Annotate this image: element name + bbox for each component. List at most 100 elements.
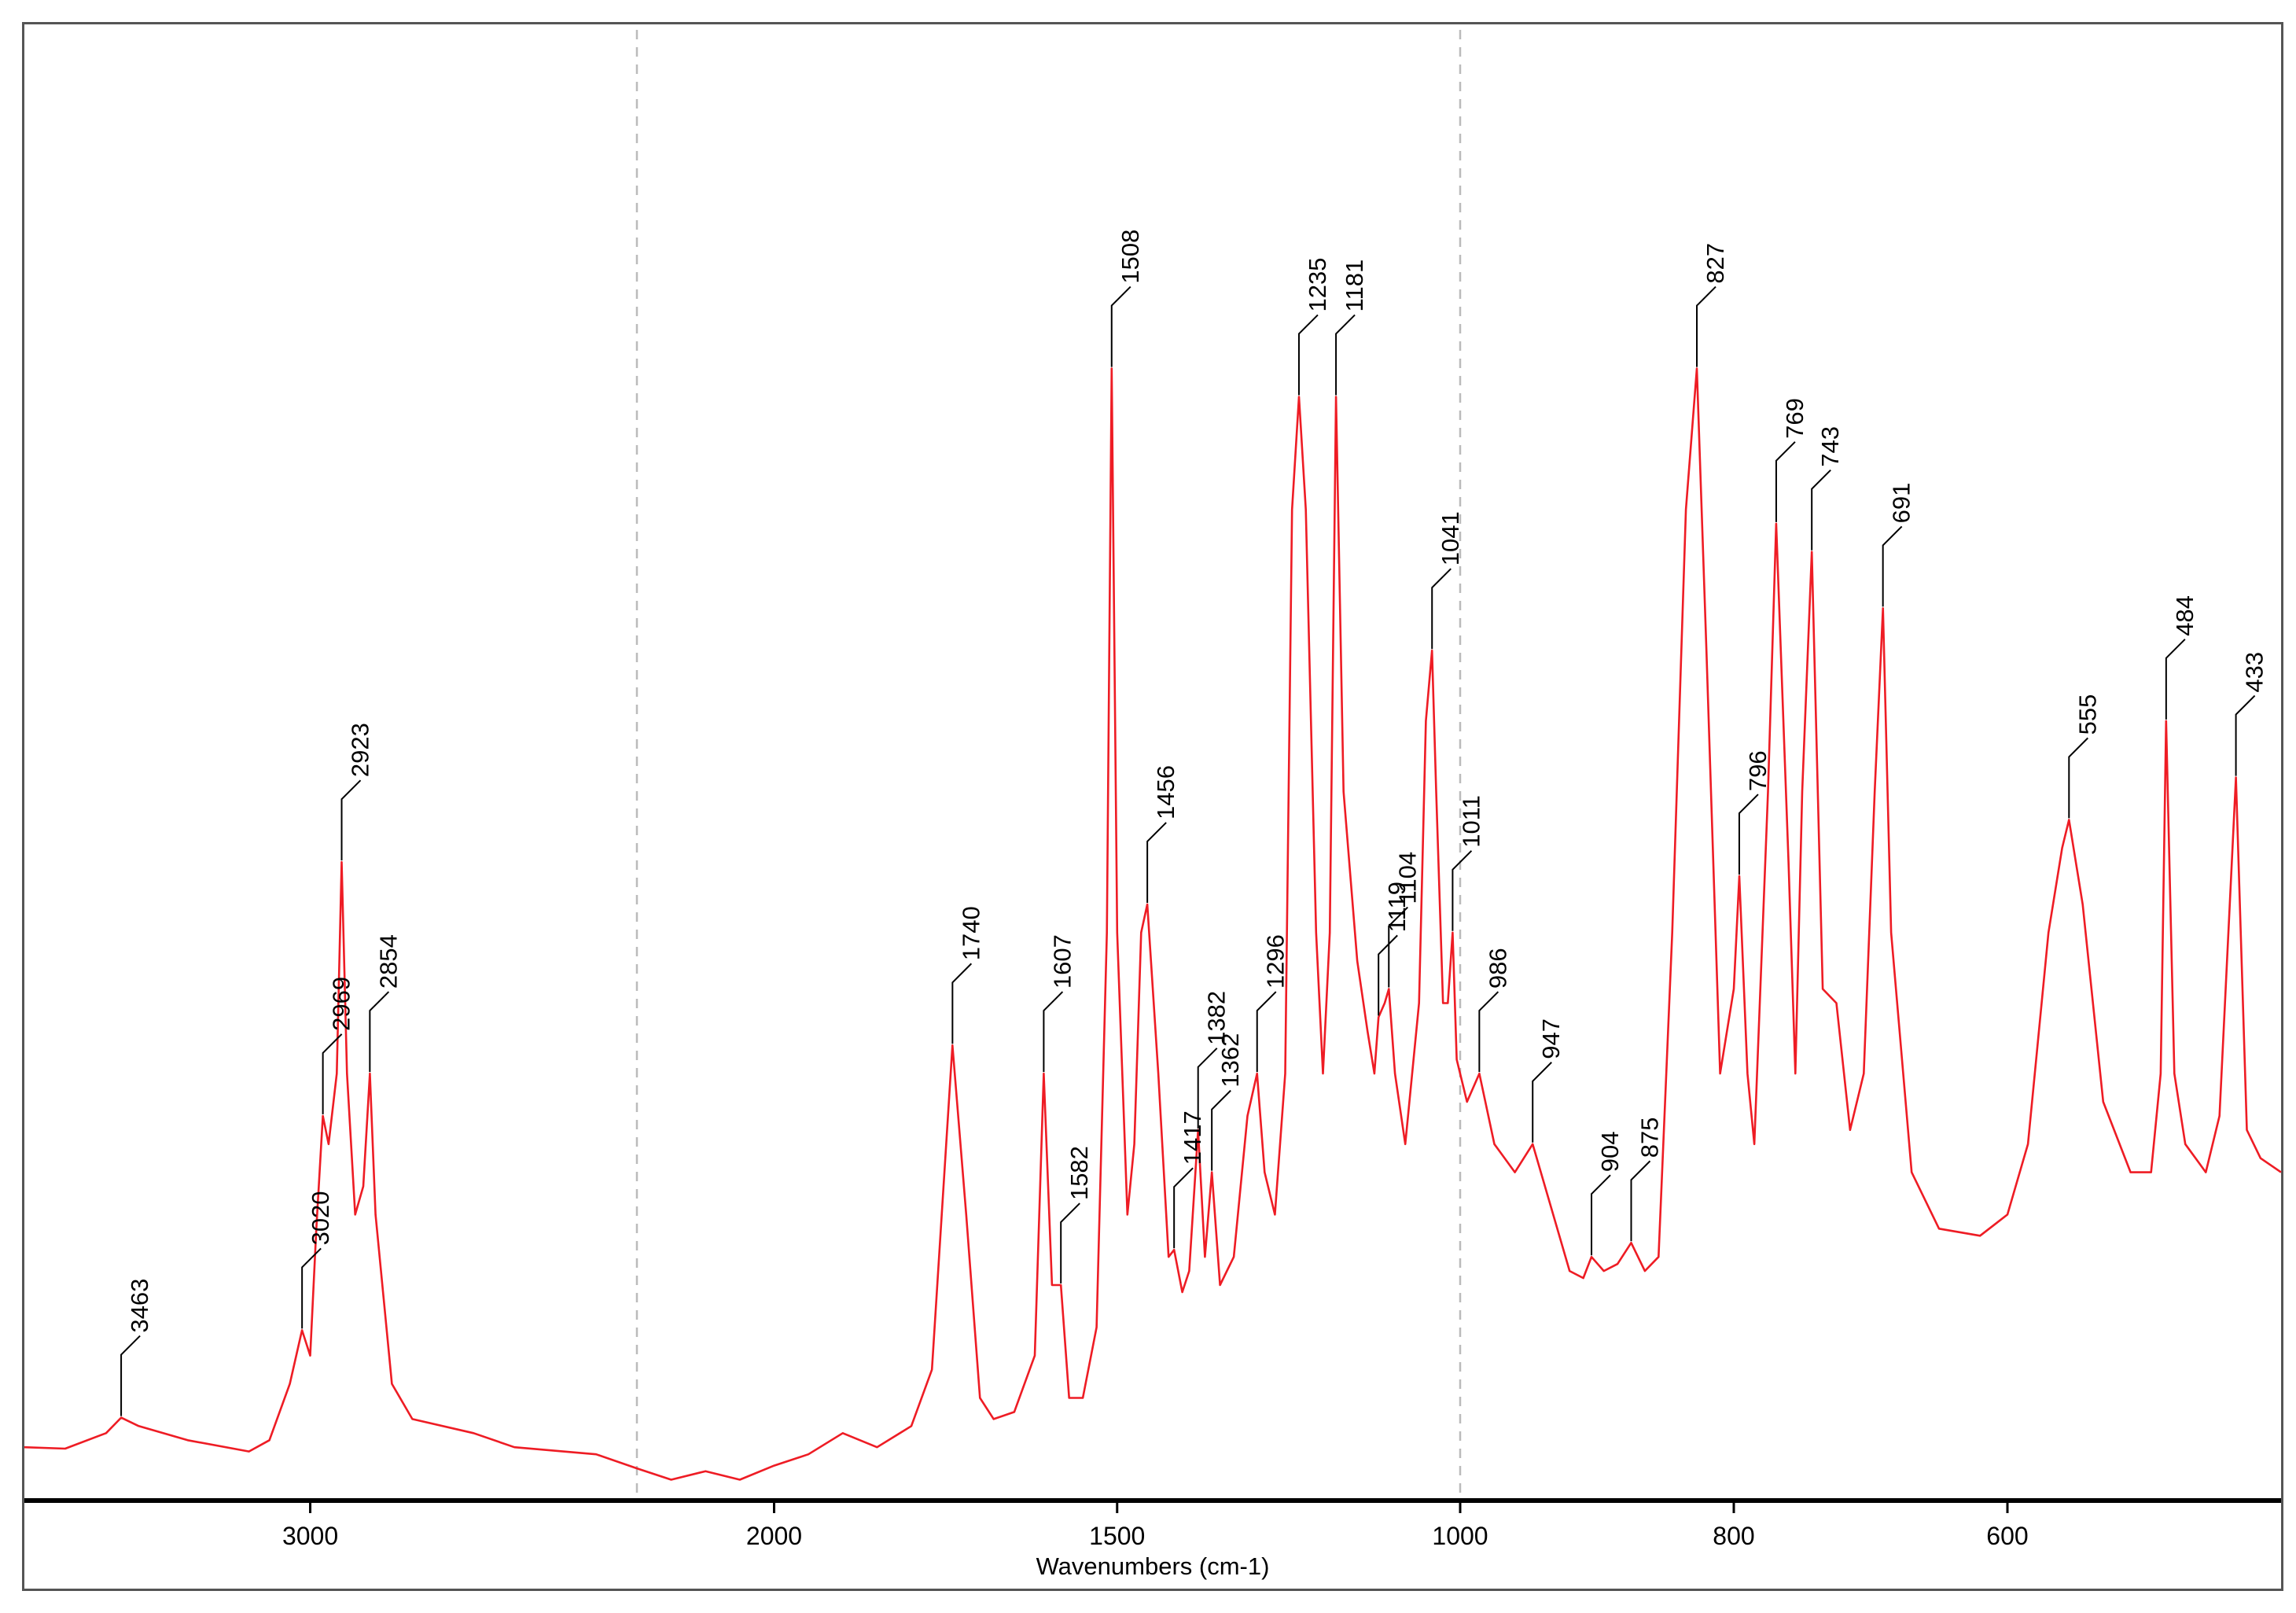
- peak-leader-line: [2165, 639, 2186, 720]
- peak-marker: 947: [1532, 1018, 1565, 1143]
- peak-marker: 796: [1738, 750, 1772, 875]
- peak-leader-line: [1173, 1167, 1194, 1249]
- plot-area: [24, 367, 2282, 1481]
- x-tick-label: 800: [1713, 1522, 1754, 1550]
- peak-label: 1011: [1457, 795, 1485, 848]
- peak-leader-line: [1591, 1174, 1611, 1256]
- peak-label: 1296: [1262, 934, 1290, 989]
- peak-marker: 1235: [1297, 257, 1331, 396]
- peak-leader-line: [1811, 469, 1831, 551]
- peak-leader-line: [1532, 1062, 1552, 1143]
- peak-label: 433: [2241, 652, 2268, 693]
- peak-leader-line: [1110, 285, 1131, 367]
- peak-annotations: 3463 3020 2969 2923 2854 1740 1607 1582 1508 1456…: [120, 230, 2268, 1416]
- peak-marker: 1362: [1211, 1033, 1244, 1171]
- peak-marker: 3463: [120, 1279, 153, 1416]
- peak-label: 1456: [1152, 765, 1179, 819]
- peak-leader-line: [340, 779, 362, 861]
- break-lines: [635, 30, 1462, 1497]
- peak-marker: 1417: [1173, 1110, 1206, 1249]
- peak-marker: 3020: [301, 1191, 334, 1329]
- peak-label: 3463: [126, 1279, 153, 1333]
- peak-label: 3020: [307, 1191, 334, 1245]
- peak-marker: 986: [1478, 948, 1511, 1073]
- peak-marker: 484: [2165, 595, 2198, 720]
- peak-marker: 433: [2235, 652, 2268, 776]
- peak-leader-line: [1060, 1202, 1080, 1284]
- peak-leader-line: [1452, 850, 1473, 931]
- peak-leader-line: [322, 1033, 343, 1114]
- x-axis-label: Wavenumbers (cm-1): [1036, 1552, 1270, 1580]
- peak-label: 796: [1744, 750, 1772, 791]
- peak-label: 904: [1596, 1131, 1624, 1172]
- peak-leader-line: [1696, 285, 1716, 367]
- peak-leader-line: [1256, 991, 1277, 1073]
- peak-marker: 691: [1882, 483, 1915, 607]
- peak-leader-line: [369, 991, 390, 1073]
- peak-marker: 769: [1775, 398, 1808, 522]
- peak-label: 1362: [1216, 1033, 1244, 1088]
- peak-marker: 1508: [1110, 230, 1144, 367]
- peak-leader-line: [1775, 441, 1796, 522]
- peak-label: 1607: [1048, 934, 1076, 989]
- peak-label: 1235: [1304, 257, 1331, 311]
- peak-marker: 1296: [1256, 934, 1290, 1073]
- peak-leader-line: [1197, 1048, 1218, 1129]
- peak-label: 743: [1816, 426, 1844, 467]
- peak-label: 947: [1537, 1018, 1565, 1059]
- peak-leader-line: [1297, 314, 1319, 396]
- peak-label: 1104: [1393, 852, 1421, 904]
- peak-leader-line: [1738, 794, 1759, 875]
- peak-marker: 1104: [1388, 852, 1421, 988]
- peak-marker: 827: [1696, 243, 1729, 367]
- peak-marker: 904: [1591, 1131, 1624, 1256]
- peak-leader-line: [1478, 991, 1499, 1073]
- peak-leader-line: [301, 1247, 322, 1329]
- peak-label: 875: [1636, 1118, 1664, 1158]
- x-tick-label: 3000: [282, 1522, 338, 1550]
- peak-marker: 2923: [340, 723, 374, 861]
- peak-label: 769: [1781, 398, 1808, 439]
- peak-label: 1119: [1383, 882, 1411, 932]
- peak-leader-line: [1043, 991, 1064, 1073]
- x-axis: 3000 2000 1500 1000 800 600: [24, 1498, 2281, 1550]
- peak-leader-line: [120, 1335, 141, 1416]
- peak-label: 986: [1484, 948, 1511, 989]
- peak-marker: 1740: [951, 906, 984, 1044]
- peak-marker: 1181: [1335, 260, 1368, 396]
- x-tick-label: 600: [1986, 1522, 2028, 1550]
- spectrum-line: [24, 367, 2282, 1481]
- peak-leader-line: [1431, 568, 1452, 650]
- peak-label: 691: [1888, 483, 1915, 524]
- peak-label: 1582: [1065, 1146, 1093, 1200]
- peak-label: 2969: [328, 977, 355, 1031]
- peak-label: 484: [2171, 595, 2198, 636]
- peak-marker: 1041: [1431, 511, 1464, 650]
- peak-marker: 1582: [1060, 1146, 1093, 1284]
- peak-marker: 1119: [1378, 882, 1411, 1016]
- peak-label: 827: [1702, 243, 1729, 284]
- peak-marker: 2969: [322, 977, 355, 1114]
- x-tick-label: 1000: [1432, 1522, 1488, 1550]
- peak-marker: 1382: [1197, 991, 1231, 1129]
- peak-label: 1740: [957, 906, 984, 960]
- peak-marker: 1456: [1146, 765, 1179, 903]
- peak-marker: 1011: [1452, 795, 1485, 931]
- chart-frame: [22, 22, 2283, 1591]
- x-tick-label: 1500: [1089, 1522, 1145, 1550]
- peak-label: 1417: [1179, 1110, 1206, 1165]
- peak-leader-line: [1630, 1160, 1651, 1242]
- peak-leader-line: [951, 963, 973, 1044]
- peak-leader-line: [1882, 525, 1903, 607]
- peak-label: 1181: [1341, 260, 1368, 312]
- peak-leader-line: [1388, 906, 1408, 988]
- peak-label: 1382: [1203, 991, 1231, 1045]
- peak-marker: 1607: [1043, 934, 1076, 1073]
- peak-marker: 555: [2068, 694, 2101, 819]
- peak-leader-line: [2235, 694, 2256, 776]
- peak-marker: 2854: [369, 934, 402, 1073]
- x-tick-label: 2000: [746, 1522, 802, 1550]
- peak-label: 2854: [374, 934, 402, 989]
- peak-leader-line: [1335, 314, 1356, 396]
